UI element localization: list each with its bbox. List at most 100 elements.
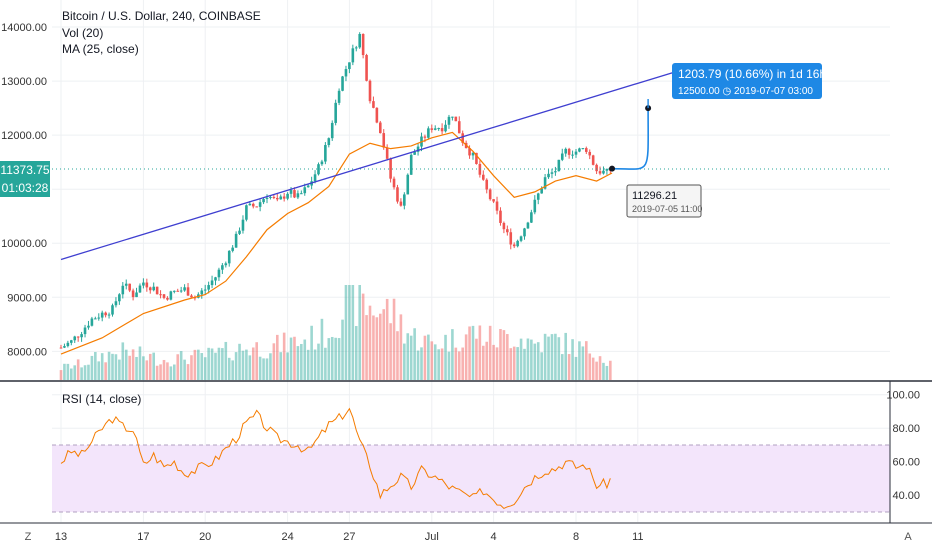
candle-body xyxy=(461,133,464,143)
projection-callout[interactable] xyxy=(672,63,822,99)
volume-bar xyxy=(437,349,440,380)
price-tick-label: 10000.00 xyxy=(1,238,47,250)
volume-bar xyxy=(557,337,561,380)
point-callout[interactable] xyxy=(626,184,702,218)
volume-bar xyxy=(80,367,83,380)
candle-body xyxy=(368,80,372,102)
candle-body xyxy=(499,210,502,223)
candle-body xyxy=(396,187,399,202)
volume-bar xyxy=(224,341,228,380)
volume-bar xyxy=(63,363,66,380)
volume-bar xyxy=(447,351,451,380)
volume-bar xyxy=(468,326,471,380)
rsi-tick-label: 80.00 xyxy=(892,423,920,435)
candle-body xyxy=(258,202,262,207)
candle-body xyxy=(351,48,355,63)
candle-body xyxy=(488,189,492,200)
candle-body xyxy=(403,194,406,206)
volume-bar xyxy=(293,336,296,380)
volume-bar xyxy=(303,339,307,380)
candle-body xyxy=(251,203,255,207)
volume-indicator-label[interactable]: Vol (20) xyxy=(62,26,103,40)
candle-body xyxy=(550,172,554,174)
candle-body xyxy=(296,193,300,198)
volume-bar xyxy=(379,313,382,380)
volume-bar xyxy=(385,298,389,380)
volume-bar xyxy=(135,356,138,380)
volume-bar xyxy=(585,341,588,380)
candle-body xyxy=(162,294,166,298)
volume-bar xyxy=(166,362,169,380)
candle-body xyxy=(100,312,104,318)
volume-bar xyxy=(169,366,173,380)
candle-body xyxy=(203,289,207,291)
candle-body xyxy=(334,102,337,123)
candle-body xyxy=(217,269,221,278)
candle-body xyxy=(121,285,125,295)
candle-body xyxy=(557,159,561,172)
candle-body xyxy=(512,244,516,247)
volume-bar xyxy=(296,346,300,380)
candle-body xyxy=(173,290,176,292)
volume-bar xyxy=(530,339,533,380)
volume-bar xyxy=(368,305,372,380)
volume-bar xyxy=(121,342,125,380)
candle-body xyxy=(341,76,344,91)
candle-body xyxy=(317,164,320,175)
time-tick-label: 20 xyxy=(199,531,211,543)
volume-bar xyxy=(124,349,128,380)
volume-bar xyxy=(66,363,70,380)
volume-bar xyxy=(320,318,324,380)
candle-body xyxy=(286,193,289,199)
candle-body xyxy=(595,164,598,172)
candle-body xyxy=(361,34,365,56)
rsi-tick-label: 100.00 xyxy=(886,390,920,402)
candle-body xyxy=(176,290,180,292)
volume-bar xyxy=(492,344,495,380)
volume-bar xyxy=(420,347,423,380)
auto-scale-button[interactable]: A xyxy=(904,531,912,543)
volume-bar xyxy=(155,365,159,380)
volume-bar xyxy=(457,351,461,380)
volume-bar xyxy=(591,357,595,380)
volume-bar xyxy=(337,338,341,380)
volume-bar xyxy=(197,349,200,380)
volume-bar xyxy=(152,352,155,380)
candle-body xyxy=(509,232,513,245)
volume-bar xyxy=(200,353,204,380)
volume-bar xyxy=(406,333,410,380)
candle-body xyxy=(382,133,386,148)
candle-body xyxy=(70,340,73,343)
volume-bar xyxy=(512,346,516,380)
volume-bar xyxy=(231,360,234,380)
candle-body xyxy=(214,277,217,281)
volume-bar xyxy=(464,334,468,380)
candle-body xyxy=(306,185,310,188)
ma-indicator-label[interactable]: MA (25, close) xyxy=(62,42,139,56)
candle-body xyxy=(602,170,605,174)
candle-body xyxy=(289,190,293,194)
volume-bar xyxy=(186,364,190,380)
volume-bar xyxy=(100,353,104,380)
candle-body xyxy=(200,290,204,295)
volume-bar xyxy=(396,331,399,380)
zoom-button[interactable]: Z xyxy=(25,531,32,543)
rsi-indicator-label[interactable]: RSI (14, close) xyxy=(62,392,141,406)
volume-bar xyxy=(193,349,197,380)
volume-bar xyxy=(571,339,574,380)
candle-body xyxy=(207,285,210,290)
volume-bar xyxy=(602,362,605,380)
volume-bar xyxy=(413,328,416,380)
volume-bar xyxy=(114,354,118,380)
volume-bar xyxy=(560,354,564,380)
countdown-value: 01:03:28 xyxy=(2,181,49,195)
volume-bar xyxy=(475,338,478,380)
candle-body xyxy=(540,188,543,194)
candle-body xyxy=(59,347,63,349)
candle-body xyxy=(262,199,265,203)
candle-body xyxy=(138,285,142,293)
volume-bar xyxy=(433,344,437,380)
volume-bar xyxy=(190,355,193,380)
candle-body xyxy=(145,282,149,288)
